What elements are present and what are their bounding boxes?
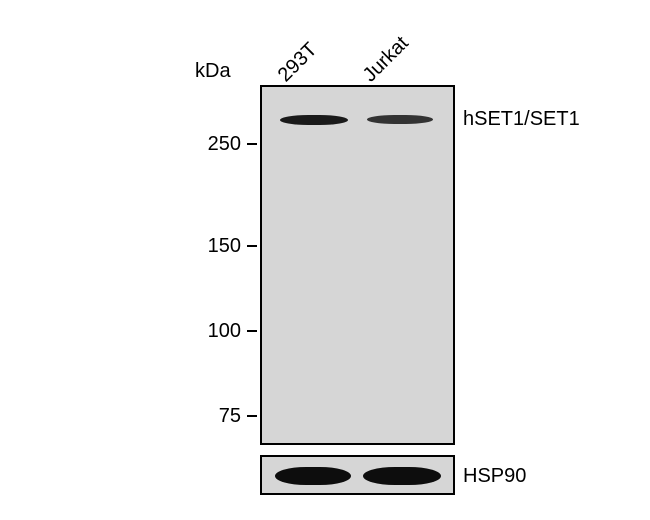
- band-loading-lane1: [363, 467, 441, 485]
- marker-label-0: 250: [191, 133, 241, 156]
- target-label-loading: HSP90: [463, 465, 526, 488]
- marker-label-1: 150: [191, 235, 241, 258]
- marker-label-2: 100: [191, 320, 241, 343]
- marker-tick-3: [247, 415, 257, 417]
- marker-tick-2: [247, 330, 257, 332]
- band-loading-lane0: [275, 467, 351, 485]
- marker-tick-0: [247, 143, 257, 145]
- band-main-lane0: [280, 115, 348, 125]
- lane-label-1: Jurkat: [359, 32, 414, 87]
- marker-tick-1: [247, 245, 257, 247]
- target-label-main: hSET1/SET1: [463, 108, 580, 131]
- western-blot-figure: kDa 293T Jurkat 250 150 100 75 hSET1/SET…: [85, 20, 585, 500]
- main-blot-membrane: [260, 85, 455, 445]
- band-main-lane1: [367, 115, 433, 124]
- axis-unit-label: kDa: [195, 60, 231, 83]
- marker-label-3: 75: [191, 405, 241, 428]
- lane-label-0: 293T: [274, 38, 323, 87]
